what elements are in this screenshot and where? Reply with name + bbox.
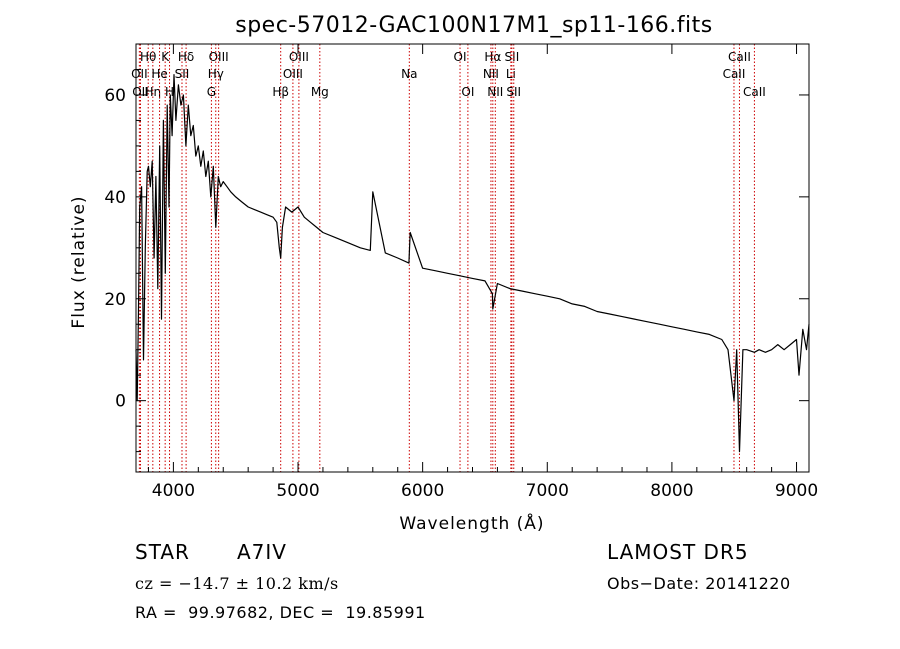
line-label-4: K [161,50,170,64]
x-tick-label-1: 5000 [276,481,319,501]
y-tick-label-2: 40 [104,188,126,208]
x-tick-label-3: 7000 [526,481,569,501]
line-label-18: OI [461,85,474,99]
line-label-7: SII [175,67,190,81]
axis-ticks: 4000 5000 6000 7000 8000 9000 0 20 40 60 [104,43,818,501]
y-axis-label: Flux (relative) [69,195,89,328]
coordinates: RA = 99.97682, DEC = 19.85991 [135,603,426,622]
line-label-27: CaII [743,85,766,99]
line-label-0: Hθ [140,50,156,64]
line-label-17: OI [454,50,467,64]
y-tick-label-0: 0 [115,392,126,412]
line-label-6: H [165,85,174,99]
spectrum-series [135,73,810,453]
plot-frame [135,43,810,473]
line-label-9: OIII [209,50,229,64]
line-label-16: Na [401,67,417,81]
object-subclass: A7IV [237,540,287,564]
line-label-19: Hα [484,50,501,64]
x-tick-label-2: 6000 [401,481,444,501]
line-label-15: Mg [311,85,329,99]
redshift-velocity: cz = −14.7 ± 10.2 km/s [135,574,339,593]
survey-name: LAMOST DR5 [607,540,749,564]
line-label-25: CaII [728,50,751,64]
line-label-22: SII [505,50,520,64]
line-label-24: SII [506,85,521,99]
object-class: STAR [135,540,190,564]
line-label-13: OIII [289,50,309,64]
line-label-23: Li [506,67,516,81]
line-label-21: NII [487,85,503,99]
line-label-1: OII [131,67,148,81]
line-label-8: Hδ [178,50,194,64]
line-label-26: CaII [723,67,746,81]
line-label-10: Hγ [208,67,224,81]
y-tick-label-1: 20 [104,290,126,310]
y-tick-label-3: 60 [104,86,126,106]
x-tick-label-0: 4000 [152,481,195,501]
line-label-14: OIII [283,67,303,81]
x-tick-label-5: 9000 [775,481,818,501]
x-axis-label: Wavelength (Å) [399,512,544,534]
observation-date: Obs−Date: 20141220 [607,574,791,593]
line-label-3: Hη [145,85,162,99]
spectrum-line [135,73,810,453]
line-label-5: He [151,67,167,81]
chart-title: spec-57012-GAC100N17M1_sp11-166.fits [235,13,713,38]
line-label-20: NII [483,67,499,81]
line-label-11: G [207,85,216,99]
line-label-12: Hβ [272,85,289,99]
x-tick-label-4: 8000 [650,481,693,501]
